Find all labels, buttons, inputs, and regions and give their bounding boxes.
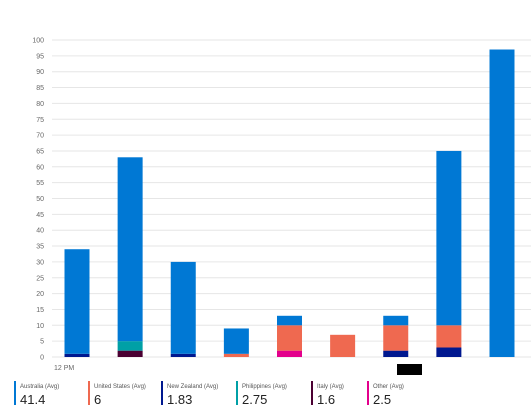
y-tick-label-30: 30 [36,259,44,266]
legend-swatch [161,381,163,405]
legend-series-value: 2.5 [373,392,391,407]
y-tick-label-15: 15 [36,307,44,314]
bar-segment-9-australia-avg[interactable] [489,49,515,357]
bar-segment-1-australia-avg[interactable] [64,249,90,354]
y-tick-label-35: 35 [36,244,44,251]
legend-series-name: Italy (Avg) [317,384,344,390]
legend-series-value: 1.83 [167,392,192,407]
legend-series-value: 1.6 [317,392,335,407]
legend-series-value: 41.4 [20,392,45,407]
bar-segment-1-new-zealand-avg[interactable] [64,353,90,357]
y-tick-label-5: 5 [40,339,44,346]
bar-segment-7-new-zealand-avg[interactable] [383,350,409,357]
legend-series-name: Philippines (Avg) [242,384,287,390]
legend-series-name: United States (Avg) [94,384,146,390]
y-tick-label-55: 55 [36,180,44,187]
y-tick-label-40: 40 [36,228,44,235]
y-tick-label-100: 100 [32,38,44,45]
y-tick-label-85: 85 [36,85,44,92]
legend-swatch [14,381,16,405]
bar-segment-2-italy-avg[interactable] [117,350,143,357]
bar-segment-8-australia-avg[interactable] [436,150,462,326]
y-tick-label-10: 10 [36,323,44,330]
legend-swatch [236,381,238,405]
bar-segment-3-new-zealand-avg[interactable] [170,353,196,357]
y-tick-label-25: 25 [36,275,44,282]
legend-item-united-states-avg[interactable]: United States (Avg) 6 [88,381,146,407]
y-tick-label-90: 90 [36,69,44,76]
y-tick-label-70: 70 [36,133,44,140]
legend-series-value: 6 [94,392,101,407]
bar-segment-5-other-avg[interactable] [277,350,302,357]
y-tick-label-75: 75 [36,117,44,124]
bar-segment-3-australia-avg[interactable] [170,261,196,354]
x-axis-time-label: 12 PM [54,365,74,372]
legend-item-philippines-avg[interactable]: Philippines (Avg) 2.75 [236,381,287,407]
bar-segment-2-australia-avg[interactable] [117,157,143,342]
y-tick-label-80: 80 [36,101,44,108]
y-tick-label-95: 95 [36,53,44,60]
y-tick-label-60: 60 [36,164,44,171]
legend: Australia (Avg) 41.4 United States (Avg) 6 N… [14,381,404,407]
y-axis-tick-labels: 0 5 10 15 20 25 30 35 40 45 50 55 60 65 70 75 80 85 90 95 10… [32,38,44,362]
legend-item-new-zealand-avg[interactable]: New Zealand (Avg) 1.83 [161,381,218,407]
bar-segment-6-united-states-avg[interactable] [330,334,356,357]
y-tick-label-50: 50 [36,196,44,203]
y-tick-label-20: 20 [36,291,44,298]
bar-segment-2-philippines-avg[interactable] [117,341,143,351]
bar-segment-4-australia-avg[interactable] [223,328,249,354]
bar-segment-4-united-states-avg[interactable] [223,353,249,357]
bar-segment-8-united-states-avg[interactable] [436,325,462,348]
redaction-block [397,364,422,375]
legend-series-name: Other (Avg) [373,384,404,390]
bar-segment-7-united-states-avg[interactable] [383,325,409,351]
bar-segment-5-australia-avg[interactable] [277,315,302,326]
bar-segment-7-australia-avg[interactable] [383,315,409,326]
y-tick-label-45: 45 [36,212,44,219]
legend-series-name: Australia (Avg) [20,384,59,390]
y-tick-label-0: 0 [40,355,44,362]
legend-swatch [367,381,369,405]
legend-series-value: 2.75 [242,392,267,407]
legend-swatch [311,381,313,405]
legend-series-name: New Zealand (Avg) [167,384,218,390]
y-tick-label-65: 65 [36,148,44,155]
bar-segment-8-new-zealand-avg[interactable] [436,347,462,357]
legend-item-australia-avg[interactable]: Australia (Avg) 41.4 [14,381,59,407]
legend-item-italy-avg[interactable]: Italy (Avg) 1.6 [311,381,344,407]
legend-swatch [88,381,90,405]
bars [64,49,515,357]
legend-item-other-avg[interactable]: Other (Avg) 2.5 [367,381,404,407]
bar-segment-5-united-states-avg[interactable] [277,325,302,351]
